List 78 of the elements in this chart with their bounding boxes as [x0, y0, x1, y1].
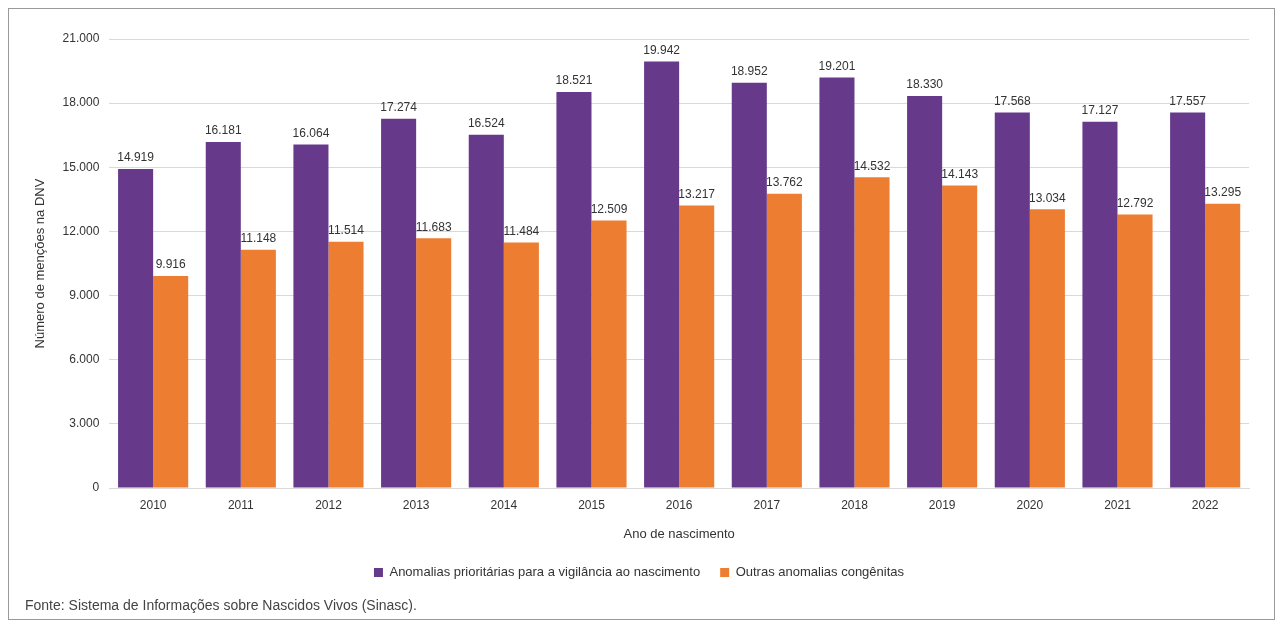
- x-tick-label: 2015: [578, 497, 606, 512]
- data-label: 19.942: [643, 42, 681, 57]
- bar: [1117, 214, 1153, 488]
- data-label: 17.274: [380, 99, 418, 114]
- bar: [1029, 209, 1065, 488]
- bar: [293, 144, 329, 488]
- y-tick-label: 12.000: [62, 223, 100, 238]
- data-label: 14.919: [117, 150, 155, 165]
- bar: [118, 169, 154, 488]
- data-label: 13.217: [678, 186, 716, 201]
- data-label: 16.064: [292, 125, 330, 140]
- bar: [153, 275, 189, 488]
- bar: [591, 220, 627, 488]
- x-tick-label: 2013: [402, 497, 430, 512]
- bar: [1082, 121, 1118, 488]
- y-tick-label: 3.000: [69, 416, 100, 431]
- x-tick-label: 2021: [1104, 497, 1132, 512]
- bar: [994, 112, 1030, 488]
- data-label: 18.521: [555, 73, 593, 88]
- x-tick-label: 2010: [139, 497, 167, 512]
- bar: [328, 241, 364, 488]
- bar: [416, 238, 452, 488]
- legend-label: Anomalias prioritárias para a vigilância ao nascimento: [389, 564, 701, 580]
- x-tick-label: 2017: [753, 497, 781, 512]
- bar: [907, 96, 943, 488]
- data-label: 16.524: [467, 116, 505, 131]
- data-label: 18.952: [730, 64, 768, 79]
- bar: [942, 185, 978, 488]
- source-note: Fonte: Sistema de Informações sobre Nascidos Vivos (Sinasc).: [25, 597, 417, 613]
- bar: [819, 77, 855, 488]
- bar: [240, 249, 276, 488]
- bar: [468, 134, 504, 488]
- y-tick-label: 21.000: [62, 31, 100, 46]
- y-tick-label: 18.000: [62, 95, 100, 110]
- legend-label: Outras anomalias congênitas: [735, 564, 905, 580]
- data-label: 11.148: [240, 230, 277, 245]
- x-tick-label: 2019: [928, 497, 956, 512]
- bar: [854, 177, 890, 488]
- data-label: 17.557: [1169, 93, 1207, 108]
- x-tick-label: 2022: [1191, 497, 1219, 512]
- bar: [1170, 112, 1206, 488]
- x-tick-label: 2014: [490, 497, 518, 512]
- data-label: 19.201: [818, 58, 856, 73]
- data-label: 12.792: [1116, 195, 1154, 210]
- data-label: 9.916: [155, 257, 187, 272]
- data-label: 17.127: [1081, 103, 1119, 118]
- data-label: 12.509: [590, 201, 628, 216]
- x-tick-label: 2012: [315, 497, 343, 512]
- bar: [205, 142, 241, 488]
- data-label: 18.330: [906, 77, 944, 92]
- data-label: 13.295: [1204, 185, 1242, 200]
- data-label: 17.568: [993, 93, 1031, 108]
- bar: [644, 61, 680, 488]
- bar: [381, 118, 417, 488]
- bar: [503, 242, 539, 488]
- data-label: 14.532: [853, 158, 891, 173]
- bar: [556, 92, 592, 488]
- x-tick-label: 2018: [841, 497, 869, 512]
- data-label: 11.484: [503, 223, 540, 238]
- y-axis-title: Número de menções na DNV: [32, 178, 48, 349]
- y-tick-label: 9.000: [69, 287, 100, 302]
- bar: [679, 205, 715, 488]
- data-label: 14.143: [941, 166, 979, 181]
- bar: [1205, 203, 1241, 488]
- bar: [766, 193, 802, 488]
- y-tick-label: 6.000: [69, 352, 100, 367]
- data-label: 13.034: [1029, 190, 1067, 205]
- data-label: 16.181: [204, 123, 242, 138]
- data-label: 11.683: [415, 219, 452, 234]
- y-tick-label: 0: [92, 480, 100, 495]
- bar: [731, 82, 767, 488]
- data-label: 11.514: [328, 223, 365, 238]
- y-tick-label: 15.000: [62, 159, 100, 174]
- x-tick-label: 2016: [665, 497, 693, 512]
- x-tick-label: 2011: [227, 497, 255, 512]
- x-tick-label: 2020: [1016, 497, 1044, 512]
- x-axis-title: Ano de nascimento: [623, 525, 735, 541]
- data-label: 13.762: [766, 175, 804, 190]
